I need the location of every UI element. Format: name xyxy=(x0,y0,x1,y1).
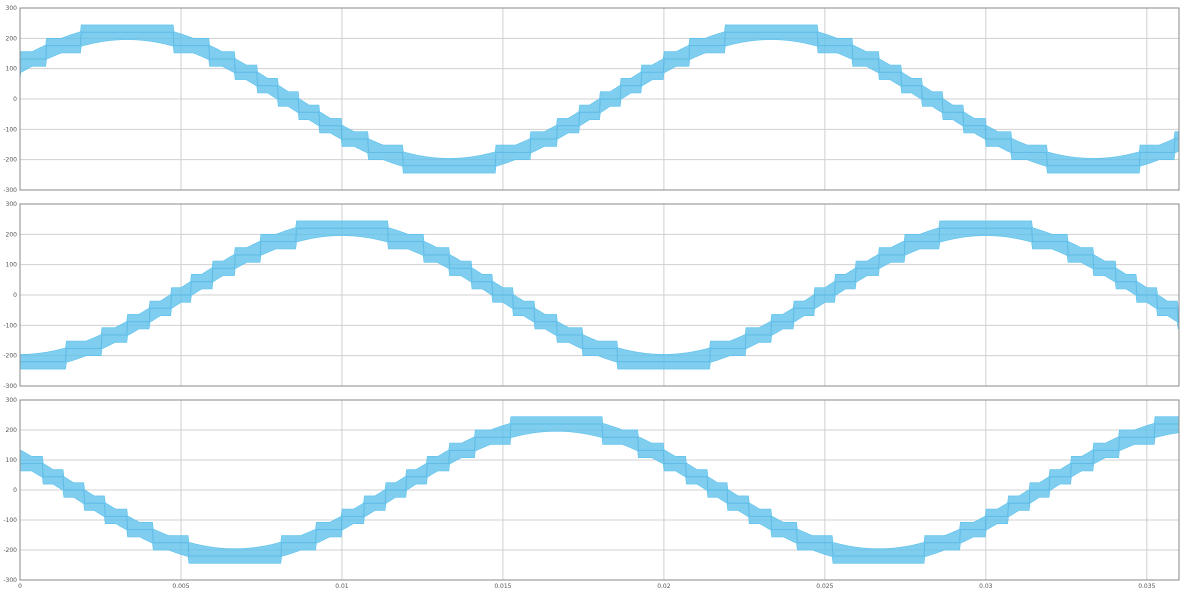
y-tick-label: 200 xyxy=(6,231,18,238)
plot-frame xyxy=(19,7,1180,191)
y-tick-label: 300 xyxy=(6,201,18,208)
plot-frame xyxy=(19,399,1180,581)
y-tick-label: -300 xyxy=(3,187,17,194)
y-tick-label: -200 xyxy=(3,547,17,554)
y-tick-label: -200 xyxy=(3,353,17,360)
series-line-2 xyxy=(20,227,1179,363)
y-tick-label: 200 xyxy=(6,35,18,42)
y-tick-label: 100 xyxy=(6,262,18,269)
y-tick-label: 300 xyxy=(6,397,18,404)
y-tick-label: 0 xyxy=(13,96,17,103)
plot-frame xyxy=(19,203,1180,387)
x-tick-label: 0.025 xyxy=(816,583,833,590)
x-tick-label: 0.005 xyxy=(172,583,189,590)
x-tick-label: 0.015 xyxy=(494,583,511,590)
series-line-1 xyxy=(19,31,1179,167)
y-tick-label: -100 xyxy=(3,322,17,329)
y-tick-label: 200 xyxy=(6,427,18,434)
series-line-3 xyxy=(20,423,1179,557)
y-tick-label: -100 xyxy=(3,126,17,133)
y-tick-label: 100 xyxy=(6,66,18,73)
y-tick-label: -300 xyxy=(3,577,17,584)
x-tick-label: 0.02 xyxy=(657,583,671,590)
x-tick-label: 0.03 xyxy=(979,583,993,590)
y-tick-label: -200 xyxy=(3,157,17,164)
x-tick-label: 0.01 xyxy=(335,583,349,590)
x-tick-label: 0 xyxy=(18,583,22,590)
y-tick-label: -100 xyxy=(3,517,17,524)
y-tick-label: 0 xyxy=(13,292,17,299)
x-tick-label: 0.035 xyxy=(1138,583,1155,590)
scope-panel-2: 300 200 100 0 -100 -200 -300 xyxy=(3,201,1180,390)
y-tick-label: 0 xyxy=(13,487,17,494)
y-tick-label: -300 xyxy=(3,383,17,390)
y-tick-label: 100 xyxy=(6,457,18,464)
scope-panel-1: 300 200 100 0 -100 -200 -300 xyxy=(3,5,1180,194)
y-tick-label: 300 xyxy=(6,5,18,12)
